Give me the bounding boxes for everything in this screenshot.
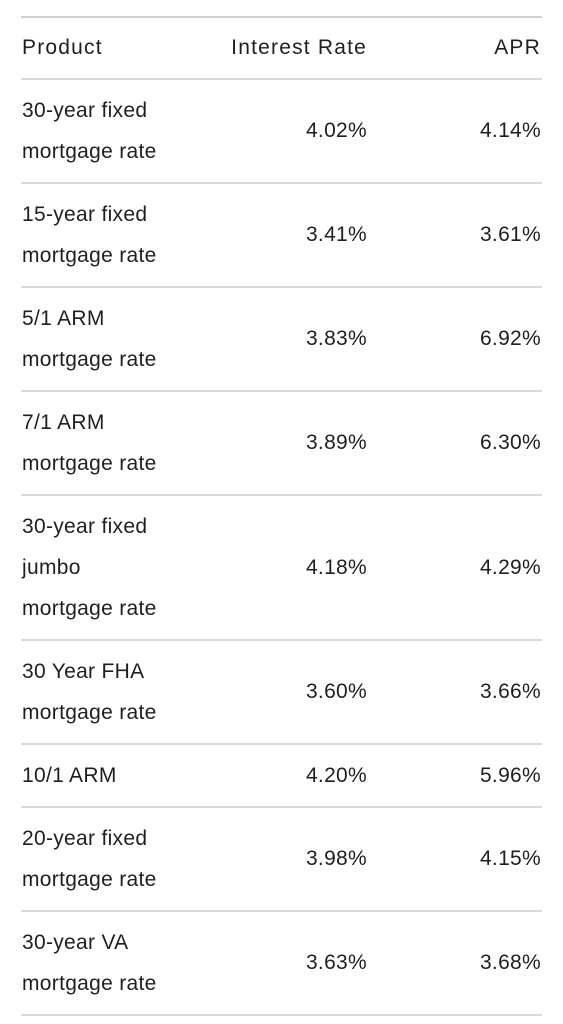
interest-rate-cell: 3.89% bbox=[201, 391, 367, 496]
column-header-product: Product bbox=[21, 17, 201, 80]
apr-cell: 4.14% bbox=[367, 79, 542, 184]
apr-cell: 4.15% bbox=[367, 807, 542, 912]
mortgage-rates-container: Product Interest Rate APR 30-year fixed … bbox=[21, 16, 542, 1016]
product-cell: 7/1 ARM mortgage rate bbox=[21, 391, 201, 496]
table-row: 20-year fixed mortgage rate 3.98% 4.15% bbox=[21, 807, 542, 912]
interest-rate-cell: 4.02% bbox=[201, 79, 367, 184]
apr-cell: 3.68% bbox=[367, 911, 542, 1016]
interest-rate-cell: 4.18% bbox=[201, 495, 367, 641]
table-row: 10/1 ARM 4.20% 5.96% bbox=[21, 744, 542, 808]
product-cell: 20-year fixed mortgage rate bbox=[21, 807, 201, 912]
table-row: 30 Year FHA mortgage rate 3.60% 3.66% bbox=[21, 640, 542, 745]
table-row: 30-year fixed jumbo mortgage rate 4.18% … bbox=[21, 495, 542, 641]
product-cell: 15-year fixed mortgage rate bbox=[21, 183, 201, 288]
product-cell: 30-year fixed mortgage rate bbox=[21, 79, 201, 184]
interest-rate-cell: 4.20% bbox=[201, 744, 367, 808]
table-row: 5/1 ARM mortgage rate 3.83% 6.92% bbox=[21, 287, 542, 392]
product-cell: 30-year fixed jumbo mortgage rate bbox=[21, 495, 201, 641]
table-header-row: Product Interest Rate APR bbox=[21, 17, 542, 80]
apr-cell: 3.61% bbox=[367, 183, 542, 288]
apr-cell: 5.96% bbox=[367, 744, 542, 808]
table-row: 30-year VA mortgage rate 3.63% 3.68% bbox=[21, 911, 542, 1016]
product-cell: 10/1 ARM bbox=[21, 744, 201, 808]
apr-cell: 6.92% bbox=[367, 287, 542, 392]
interest-rate-cell: 3.83% bbox=[201, 287, 367, 392]
column-header-interest-rate: Interest Rate bbox=[201, 17, 367, 80]
apr-cell: 4.29% bbox=[367, 495, 542, 641]
interest-rate-cell: 3.41% bbox=[201, 183, 367, 288]
mortgage-rates-table: Product Interest Rate APR 30-year fixed … bbox=[21, 16, 542, 1016]
interest-rate-cell: 3.98% bbox=[201, 807, 367, 912]
table-row: 15-year fixed mortgage rate 3.41% 3.61% bbox=[21, 183, 542, 288]
table-row: 30-year fixed mortgage rate 4.02% 4.14% bbox=[21, 79, 542, 184]
interest-rate-cell: 3.60% bbox=[201, 640, 367, 745]
column-header-apr: APR bbox=[367, 17, 542, 80]
interest-rate-cell: 3.63% bbox=[201, 911, 367, 1016]
product-cell: 5/1 ARM mortgage rate bbox=[21, 287, 201, 392]
product-cell: 30 Year FHA mortgage rate bbox=[21, 640, 201, 745]
table-row: 7/1 ARM mortgage rate 3.89% 6.30% bbox=[21, 391, 542, 496]
apr-cell: 6.30% bbox=[367, 391, 542, 496]
apr-cell: 3.66% bbox=[367, 640, 542, 745]
product-cell: 30-year VA mortgage rate bbox=[21, 911, 201, 1016]
